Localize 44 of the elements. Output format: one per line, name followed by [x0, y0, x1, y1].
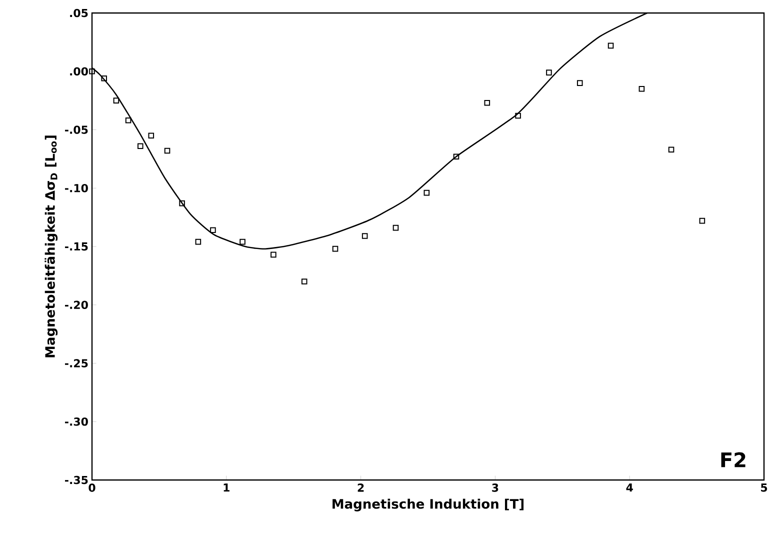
point	[164, 148, 170, 154]
point	[608, 42, 614, 49]
point	[668, 146, 674, 152]
point	[332, 246, 338, 252]
point	[484, 100, 490, 106]
x-tick-label: 4	[626, 484, 633, 492]
point	[576, 80, 583, 86]
point	[240, 238, 246, 245]
point	[179, 200, 185, 206]
point	[195, 238, 202, 245]
y-tick-label: -.20	[65, 300, 88, 310]
y-tick-label: .05	[70, 8, 88, 18]
point	[301, 278, 308, 284]
point	[362, 233, 368, 239]
point	[453, 154, 460, 160]
point	[210, 227, 216, 234]
point	[113, 98, 120, 104]
x-tick-label: 2	[358, 484, 364, 492]
point	[137, 143, 144, 149]
y-tick-label: -.10	[65, 184, 88, 192]
point	[515, 112, 521, 119]
y-tick-label: -.25	[65, 359, 88, 368]
y-tick-label: -.35	[65, 476, 88, 484]
point	[392, 224, 399, 231]
point	[148, 132, 154, 138]
y-tick-label: -.05	[65, 126, 88, 134]
x-tick-label: 3	[492, 484, 498, 492]
x-tick-label: 5	[761, 484, 768, 492]
point	[699, 218, 706, 224]
point	[101, 75, 107, 82]
point	[424, 190, 430, 196]
point	[125, 118, 132, 124]
y-axis-title: Magnetoleitfähigkeit Δσ$_{D}$ [L$_{oo}$]	[44, 136, 58, 358]
y-tick-label: -.15	[65, 242, 88, 251]
y-tick-label: .00	[70, 67, 88, 76]
x-axis-title: Magnetische Induktion [T]	[332, 498, 524, 512]
point	[89, 68, 95, 74]
y-tick-label: -.30	[65, 417, 88, 426]
annotation: F2	[721, 452, 746, 468]
point	[638, 86, 645, 92]
x-tick-label: 1	[224, 484, 230, 492]
x-tick-label: 0	[88, 484, 96, 492]
point	[270, 252, 276, 258]
point	[546, 70, 552, 76]
